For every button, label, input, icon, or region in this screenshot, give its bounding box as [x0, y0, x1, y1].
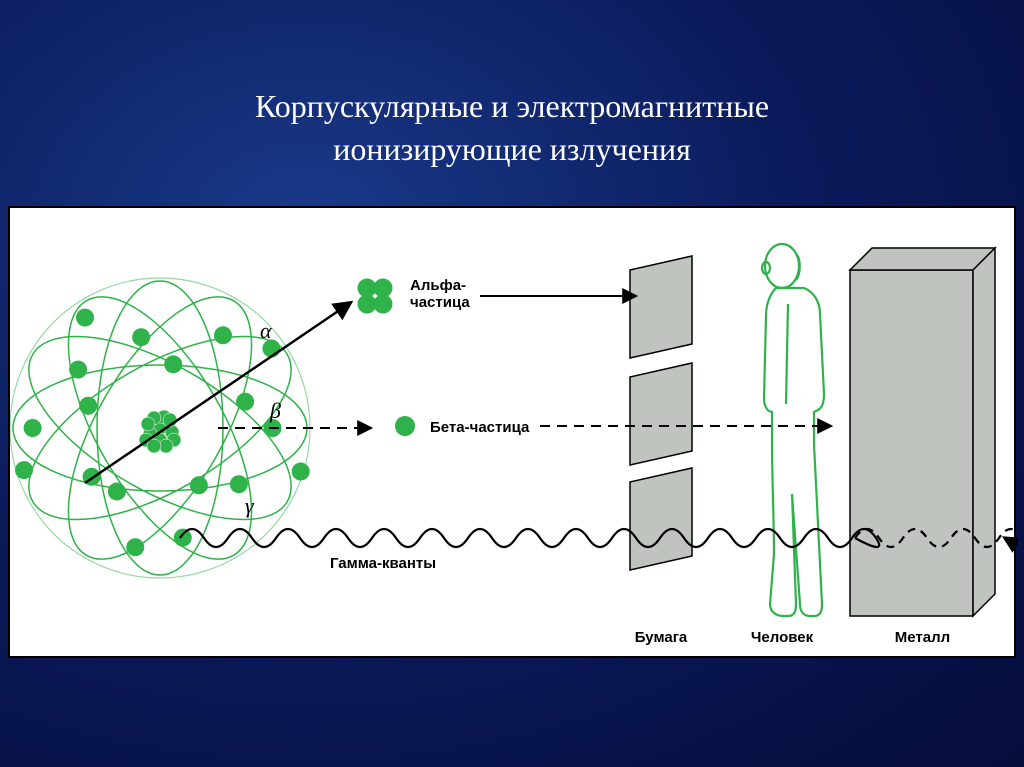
- metal-label: Металл: [895, 629, 950, 646]
- radiation-diagram: α β γ Альфа-частица Бета-частица Гамма-кванты…: [8, 206, 1016, 658]
- title-line-1: Корпускулярные и электромагнитные: [0, 85, 1024, 128]
- alpha-label: Альфа-: [410, 277, 466, 294]
- paper-label: Бумага: [635, 629, 688, 646]
- svg-text:β: β: [269, 398, 281, 423]
- beta-label: Бета-частица: [430, 419, 530, 436]
- slide-title: Корпускулярные и электромагнитные ионизи…: [0, 85, 1024, 171]
- svg-text:γ: γ: [245, 493, 255, 518]
- gamma-label: Гамма-кванты: [330, 555, 436, 572]
- svg-text:α: α: [260, 318, 272, 343]
- alpha-label: частица: [410, 294, 470, 311]
- title-line-2: ионизирующие излучения: [0, 128, 1024, 171]
- diagram-svg: α β γ Альфа-частица Бета-частица Гамма-кванты…: [10, 208, 1018, 660]
- human-label: Человек: [751, 629, 814, 646]
